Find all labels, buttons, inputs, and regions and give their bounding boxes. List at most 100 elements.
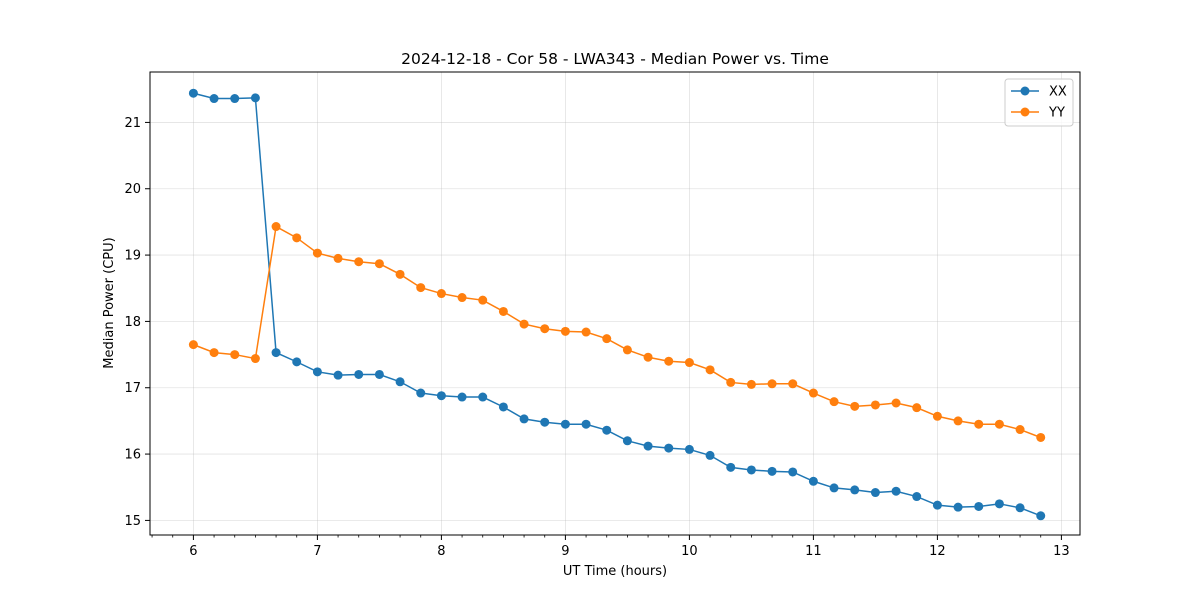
legend-label: YY [1048, 106, 1065, 121]
data-point-xx [250, 93, 260, 103]
data-point-yy [457, 293, 467, 303]
data-point-xx [581, 419, 591, 429]
data-point-yy [498, 306, 508, 316]
data-point-xx [829, 483, 839, 493]
data-point-xx [312, 367, 322, 377]
data-point-yy [746, 379, 756, 389]
data-point-xx [354, 369, 364, 379]
data-point-xx [974, 501, 984, 511]
data-point-yy [271, 222, 281, 232]
data-point-yy [354, 257, 364, 267]
data-point-xx [540, 417, 550, 427]
data-point-xx [602, 425, 612, 435]
legend-label: XX [1049, 85, 1067, 100]
x-tick-label: 12 [929, 544, 946, 559]
y-tick-label: 19 [124, 249, 141, 264]
data-point-yy [705, 365, 715, 375]
data-point-xx [271, 348, 281, 358]
data-point-xx [457, 392, 467, 402]
data-point-xx [726, 462, 736, 472]
y-tick-label: 17 [124, 381, 141, 396]
x-axis: 6 7 8 9 10 11 12 13 [151, 535, 1070, 559]
data-point-yy [230, 350, 240, 360]
y-tick-label: 15 [124, 514, 141, 529]
data-point-xx [436, 391, 446, 401]
data-point-xx [767, 466, 777, 476]
plot-area-frame [149, 71, 1081, 536]
data-point-xx [416, 388, 426, 398]
y-axis-label: Median Power (CPU) [102, 237, 117, 368]
data-point-yy [519, 319, 529, 329]
series-yy [188, 222, 1046, 442]
data-point-xx [705, 450, 715, 460]
data-point-xx [292, 357, 302, 367]
data-point-xx [850, 485, 860, 495]
legend-marker [1020, 107, 1030, 117]
data-point-yy [726, 377, 736, 387]
data-point-xx [622, 436, 632, 446]
data-point-yy [912, 403, 922, 413]
data-point-xx [808, 476, 818, 486]
data-point-yy [560, 326, 570, 336]
data-point-xx [664, 443, 674, 453]
data-point-yy [1036, 432, 1046, 442]
legend-item-xx: XX [1011, 85, 1067, 100]
data-point-xx [395, 377, 405, 387]
data-point-yy [953, 416, 963, 426]
data-point-xx [478, 392, 488, 402]
x-tick-label: 13 [1053, 544, 1070, 559]
y-tick-label: 20 [124, 182, 141, 197]
x-axis-label: UT Time (hours) [563, 564, 667, 579]
data-point-yy [478, 295, 488, 305]
x-tick-label: 11 [805, 544, 822, 559]
x-tick-label: 8 [437, 544, 445, 559]
data-point-xx [519, 414, 529, 424]
data-point-yy [188, 340, 198, 350]
data-point-xx [333, 370, 343, 380]
data-point-yy [436, 289, 446, 299]
data-point-xx [498, 402, 508, 412]
data-point-yy [209, 348, 219, 358]
data-point-yy [891, 398, 901, 408]
data-point-xx [746, 465, 756, 475]
data-point-yy [974, 419, 984, 429]
data-point-xx [953, 502, 963, 512]
data-point-yy [416, 283, 426, 293]
data-point-yy [767, 379, 777, 389]
data-point-xx [1036, 511, 1046, 521]
series-xx [188, 88, 1046, 521]
data-point-yy [395, 269, 405, 279]
data-point-xx [788, 467, 798, 477]
data-point-xx [870, 488, 880, 498]
data-point-xx [188, 88, 198, 98]
data-point-xx [374, 369, 384, 379]
data-point-yy [808, 388, 818, 398]
data-point-yy [581, 327, 591, 337]
data-point-xx [560, 419, 570, 429]
legend: XX YY [1004, 78, 1074, 127]
data-point-yy [850, 401, 860, 411]
x-tick-label: 9 [561, 544, 569, 559]
data-point-xx [891, 486, 901, 496]
x-tick-label: 7 [313, 544, 321, 559]
data-point-xx [209, 94, 219, 104]
data-point-yy [292, 233, 302, 243]
data-point-xx [684, 444, 694, 454]
legend-marker [1020, 86, 1030, 96]
data-point-yy [870, 400, 880, 410]
data-point-yy [684, 358, 694, 368]
data-point-yy [250, 354, 260, 364]
data-point-yy [312, 248, 322, 258]
data-point-yy [664, 356, 674, 366]
legend-item-yy: YY [1011, 106, 1065, 121]
series-layer [188, 88, 1046, 521]
y-axis: 15 16 17 18 19 20 21 [124, 116, 150, 529]
data-point-xx [1015, 503, 1025, 513]
data-point-yy [1015, 425, 1025, 435]
data-point-yy [643, 352, 653, 362]
data-point-xx [994, 499, 1004, 509]
data-point-yy [374, 259, 384, 269]
data-point-xx [912, 492, 922, 502]
data-point-yy [829, 397, 839, 407]
